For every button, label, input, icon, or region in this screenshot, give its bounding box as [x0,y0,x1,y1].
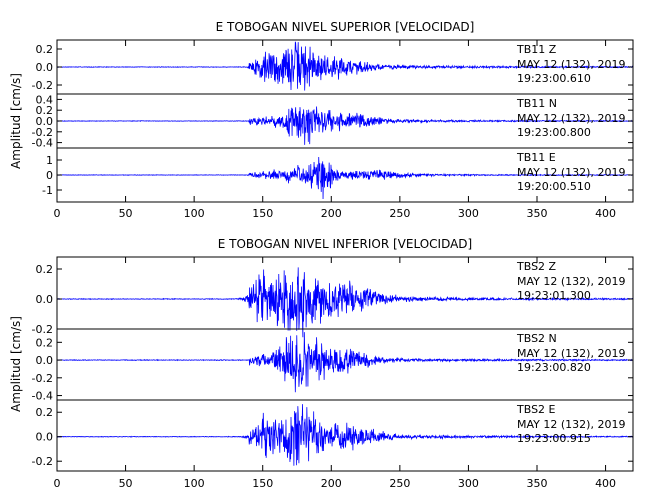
x-tick-label: 0 [54,207,61,220]
x-tick-label: 200 [321,477,342,490]
x-tick-label: 400 [595,207,616,220]
y-tick-label: -0.4 [32,137,53,150]
date-label: MAY 12 (132), 2019 [517,112,625,125]
station-label: TB11 N [516,97,557,110]
station-label: TBS2 Z [516,260,557,273]
y-tick-label: 0 [46,169,53,182]
station-label: TBS2 E [516,403,556,416]
x-tick-label: 300 [458,207,479,220]
y-tick-label: -0.2 [32,372,53,385]
x-tick-label: 200 [321,207,342,220]
x-tick-label: 300 [458,477,479,490]
trace-tbs2-e: 0.2 0.0 -0.2 TBS2 E MAY 12 (132), 201919:23:… [32,399,634,472]
y-tick-label: -0.2 [32,323,53,336]
waveform-line [56,404,634,466]
x-tick-label: 250 [389,207,410,220]
y-tick-label: 0.0 [36,61,54,74]
trace-frame [56,399,634,472]
x-tick-label: 250 [389,477,410,490]
date-label: MAY 12 (132), 2019 [517,347,625,360]
time-label: 19:20:00.510 [517,180,591,193]
waveform-line [56,156,634,200]
x-tick-label: 100 [184,207,205,220]
y-tick-label: 0.2 [36,43,54,56]
chart-layer: E TOBOGAN NIVEL SUPERIOR [VELOCIDAD] Ampl… [9,20,634,490]
trace-tb11-n: 0.40.20.0-0.2-0.4 TB11 N MAY 12 (132), 201… [32,93,634,150]
y-tick-label: -0.4 [32,390,53,403]
y-tick-label: -0.2 [32,126,53,139]
y-axis-label: Amplitud [cm/s] [9,316,23,412]
chart-panel-2: E TOBOGAN NIVEL INFERIOR [VELOCIDAD] Ampl… [9,237,634,490]
y-tick-label: -0.2 [32,79,53,92]
x-tick-label: 150 [252,477,273,490]
x-tick-label: 350 [527,207,548,220]
date-label: MAY 12 (132), 2019 [517,58,625,71]
trace-tbs2-z: 0.2 0.0 -0.2 TBS2 Z MAY 12 (132), 201919:23:… [32,256,634,338]
y-tick-label: 0.2 [36,263,54,276]
y-tick-label: 0.0 [36,431,54,444]
x-tick-label: 0 [54,477,61,490]
x-tick-label: 100 [184,477,205,490]
y-tick-label: 0.0 [36,354,54,367]
date-label: MAY 12 (132), 2019 [517,275,625,288]
x-tick-label: 50 [119,477,133,490]
y-tick-label: 1 [46,154,53,167]
chart-title: E TOBOGAN NIVEL SUPERIOR [VELOCIDAD] [216,20,475,34]
x-tick-label: 400 [595,477,616,490]
y-tick-label: 0.2 [36,104,54,117]
station-label: TB11 Z [516,43,557,56]
time-label: 19:23:00.915 [517,432,591,445]
x-tick-label: 150 [252,207,273,220]
y-tick-label: 0.4 [36,93,54,106]
x-tick-label: 50 [119,207,133,220]
waveform-line [56,41,634,91]
waveform-line [56,106,634,145]
y-tick-label: -0.2 [32,455,53,468]
y-tick-label: 0.2 [36,406,54,419]
y-tick-label: -1 [42,184,53,197]
y-tick-label: 0.2 [36,336,54,349]
y-tick-label: 0.0 [36,293,54,306]
chart-panel-1: E TOBOGAN NIVEL SUPERIOR [VELOCIDAD] Ampl… [9,20,634,220]
time-label: 19:23:00.610 [517,72,591,85]
time-label: 19:23:00.800 [517,126,591,139]
time-label: 19:23:00.820 [517,361,591,374]
date-label: MAY 12 (132), 2019 [517,418,625,431]
chart-title: E TOBOGAN NIVEL INFERIOR [VELOCIDAD] [218,237,472,251]
station-label: TBS2 N [516,332,557,345]
y-tick-label: 0.0 [36,115,54,128]
waveform-line [56,332,634,393]
x-tick-label: 350 [527,477,548,490]
waveform-line [56,267,634,338]
y-axis-label: Amplitud [cm/s] [9,73,23,169]
time-label: 19:23:01.300 [517,289,591,302]
date-label: MAY 12 (132), 2019 [517,166,625,179]
trace-tbs2-n: 0.2 0.0 -0.2 -0.4 TBS2 N MAY 12 (132), 201919… [32,328,634,403]
station-label: TB11 E [516,151,556,164]
